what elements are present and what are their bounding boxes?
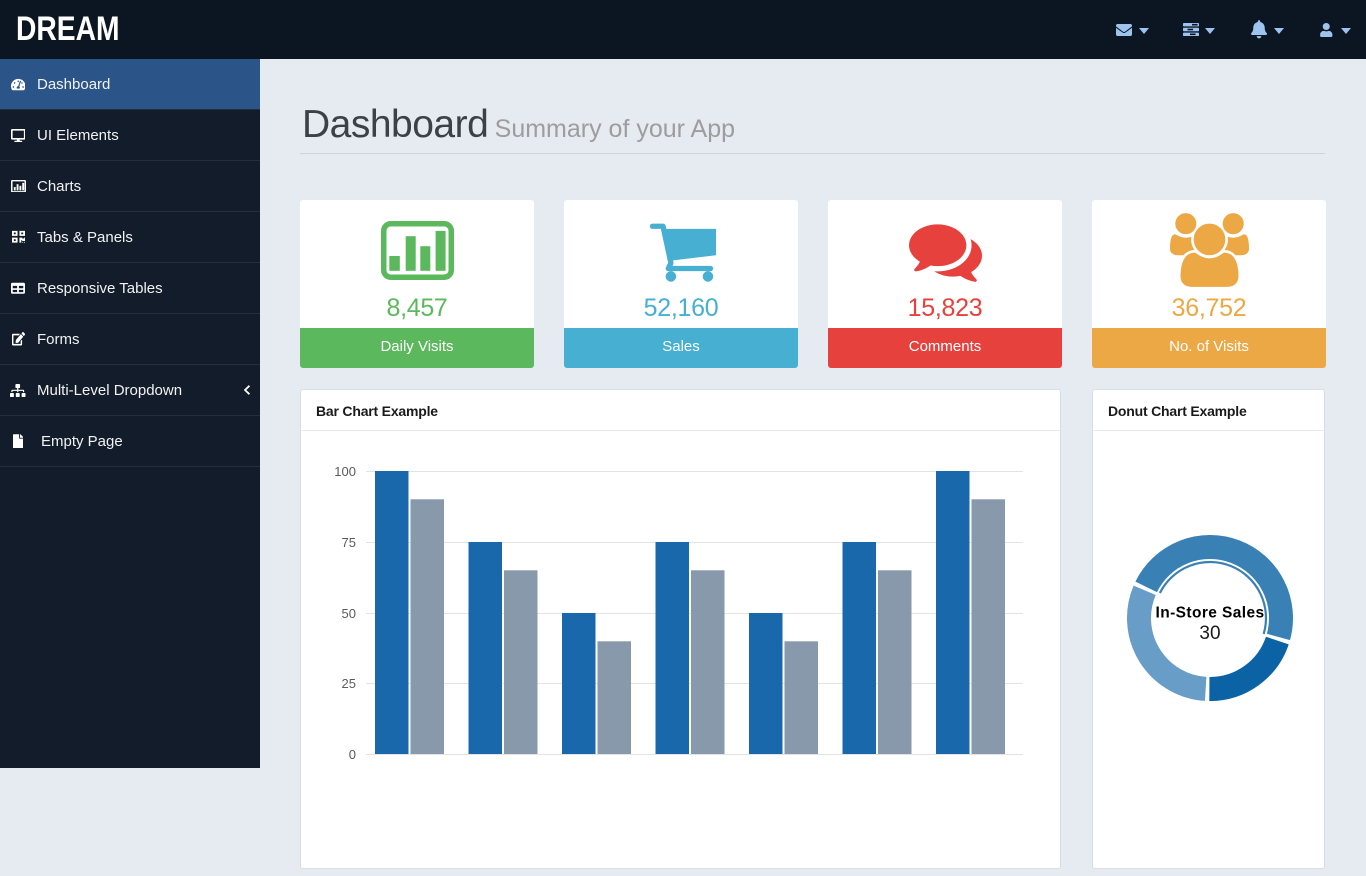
- svg-text:50: 50: [342, 606, 356, 621]
- svg-text:100: 100: [334, 464, 356, 479]
- svg-text:25: 25: [342, 676, 356, 691]
- svg-text:75: 75: [342, 535, 356, 550]
- svg-text:30: 30: [1199, 623, 1220, 644]
- svg-text:In-Store Sales: In-Store Sales: [1156, 605, 1265, 622]
- svg-text:0: 0: [349, 747, 356, 762]
